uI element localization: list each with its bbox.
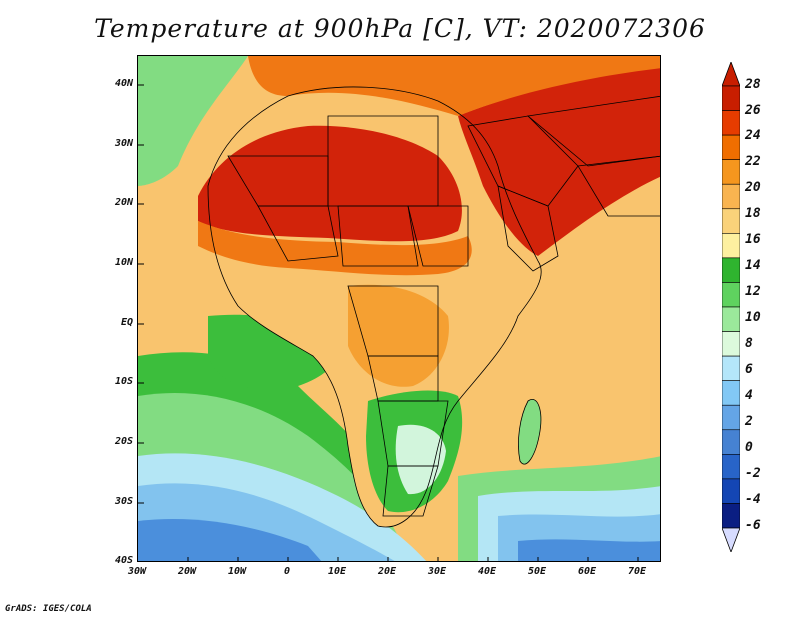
colorbar-box xyxy=(722,257,740,283)
colorbar-boxes xyxy=(722,85,740,529)
lat-label-10n: 10N xyxy=(114,257,133,268)
colorbar-box xyxy=(722,110,740,136)
colorbar-label-12: 12 xyxy=(745,284,761,299)
south-ocean-blue xyxy=(138,519,322,561)
north-atlantic-green xyxy=(138,56,248,186)
north-med-hot xyxy=(248,56,660,116)
lat-label-10s: 10S xyxy=(114,376,133,387)
colorbar-label-6: 6 xyxy=(745,362,753,377)
colorbar-box xyxy=(722,478,740,504)
temperature-map xyxy=(137,55,661,562)
lon-label-20w: 20W xyxy=(177,566,197,577)
colorbar-label-28: 28 xyxy=(745,77,761,92)
lon-label-10e: 10E xyxy=(327,566,347,577)
colorbar-box xyxy=(722,454,740,480)
colorbar-label-16: 16 xyxy=(745,232,761,247)
colorbar-box xyxy=(722,134,740,160)
colorbar-label-18: 18 xyxy=(745,206,761,221)
map-canvas xyxy=(138,56,660,561)
colorbar-label-10: 10 xyxy=(745,310,761,325)
sahel-warm xyxy=(198,221,472,276)
colorbar-label-26: 26 xyxy=(745,103,761,118)
colorbar-label-0: 0 xyxy=(745,440,753,455)
lon-label-30w: 30W xyxy=(127,566,147,577)
lat-label-30n: 30N xyxy=(114,138,133,149)
central-africa-orange xyxy=(348,284,449,387)
southern-africa-pale xyxy=(395,424,446,495)
lat-label-30s: 30S xyxy=(114,496,133,507)
map-ticks xyxy=(138,84,639,561)
lon-label-0: 0 xyxy=(283,566,291,577)
colorbar-label-24: 24 xyxy=(745,128,761,143)
colorbar-box xyxy=(722,404,740,431)
colorbar-top-arrow xyxy=(722,62,740,87)
lat-label-eq: EQ xyxy=(120,317,133,328)
lat-label-20n: 20N xyxy=(114,197,133,208)
madagascar xyxy=(518,399,542,465)
lon-label-30e: 30E xyxy=(427,566,447,577)
lon-label-50e: 50E xyxy=(527,566,547,577)
colorbar-box xyxy=(722,355,740,381)
map-title: Temperature at 900hPa [C], VT: 202007230… xyxy=(94,14,706,43)
lon-label-10w: 10W xyxy=(227,566,247,577)
colorbar-box xyxy=(722,331,740,357)
colorbar-box xyxy=(722,380,740,406)
colorbar xyxy=(722,62,740,552)
country-borders xyxy=(207,86,660,528)
colorbar-label-2: 2 xyxy=(745,414,753,429)
colorbar-label-neg4: -4 xyxy=(745,492,761,507)
lat-label-40n: 40N xyxy=(114,78,133,89)
arabia-hot xyxy=(458,66,660,256)
lat-label-20s: 20S xyxy=(114,436,133,447)
colorbar-label-8: 8 xyxy=(745,336,753,351)
indian-ocean-blue xyxy=(518,539,660,561)
colorbar-box xyxy=(722,85,740,111)
lon-label-70e: 70E xyxy=(627,566,647,577)
colorbar-label-neg2: -2 xyxy=(745,466,761,481)
lat-label-40s: 40S xyxy=(114,555,133,566)
colorbar-box xyxy=(722,503,740,529)
sahara-hot xyxy=(198,125,462,242)
colorbar-label-neg6: -6 xyxy=(745,518,761,533)
lon-label-60e: 60E xyxy=(577,566,597,577)
colorbar-box xyxy=(722,183,740,210)
colorbar-bottom-arrow xyxy=(722,527,740,552)
colorbar-box xyxy=(722,306,740,332)
colorbar-label-14: 14 xyxy=(745,258,761,273)
lon-label-20e: 20E xyxy=(377,566,397,577)
colorbar-box xyxy=(722,159,740,185)
colorbar-label-4: 4 xyxy=(745,388,753,403)
colorbar-box xyxy=(722,429,740,455)
colorbar-box xyxy=(722,233,740,259)
colorbar-box xyxy=(722,208,740,234)
lon-label-40e: 40E xyxy=(477,566,497,577)
colorbar-box xyxy=(722,282,740,308)
colorbar-label-20: 20 xyxy=(745,180,761,195)
colorbar-label-22: 22 xyxy=(745,154,761,169)
grads-credit: GrADS: IGES/COLA xyxy=(5,604,92,614)
